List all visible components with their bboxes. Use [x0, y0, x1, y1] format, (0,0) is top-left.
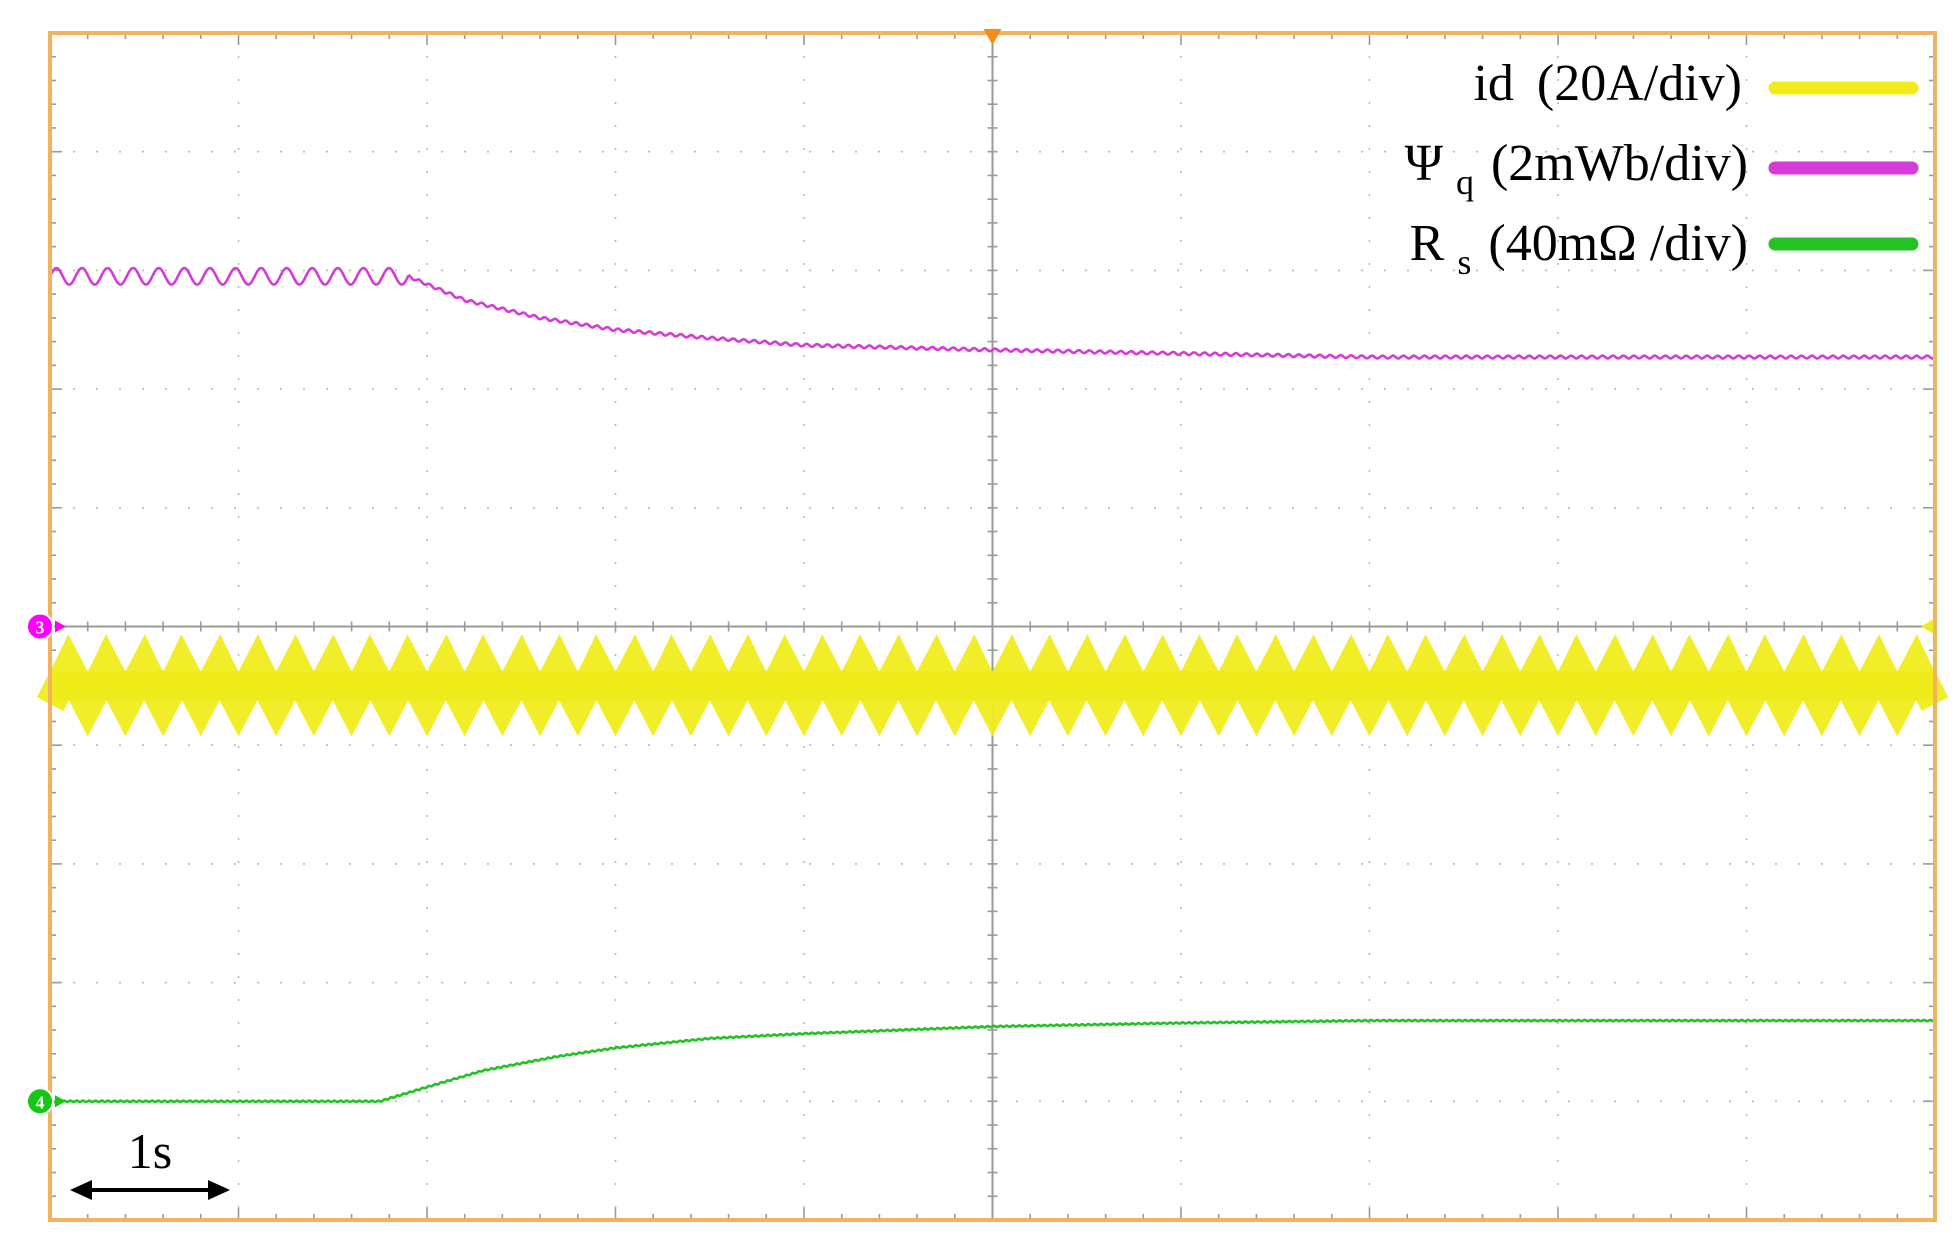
- trace-1-Ψq: [48, 266, 1936, 360]
- time-scale-arrowhead-left: [70, 1180, 92, 1200]
- channel-markers: 34: [26, 612, 66, 1116]
- legend-psi-name: Ψ: [1405, 135, 1444, 192]
- channel-marker-3: 3: [26, 612, 66, 641]
- time-scale-arrowhead-right: [208, 1180, 230, 1200]
- time-scale-indicator: 1s: [70, 1123, 230, 1200]
- time-scale-label: 1s: [128, 1123, 172, 1179]
- svg-text:Ψ q (2mWb/: Ψ q (2mWb/div): [1405, 135, 1748, 206]
- legend-item-psi-q: Ψ q (2mWb/div): [1405, 135, 1748, 206]
- channel-marker-arrow: [55, 620, 66, 633]
- traces: [36, 266, 1949, 1104]
- channel-marker-label: 3: [36, 618, 45, 638]
- legend-id-name: id: [1473, 55, 1513, 112]
- channel-marker-circle: [26, 1087, 54, 1116]
- legend-rs-name: R: [1410, 215, 1445, 272]
- svg-text:id (20A/div): id (20A/div): [1473, 55, 1742, 112]
- channel-marker-4: 4: [26, 1087, 66, 1116]
- channel-marker-arrow: [55, 1095, 66, 1108]
- legend-item-rs: R s (40mΩ /div): [1410, 215, 1748, 286]
- channel-marker-circle: [26, 612, 54, 641]
- legend-psi-scale: (2mWb/div): [1491, 135, 1748, 192]
- svg-text:R s (40mΩ: R s (40mΩ /div): [1410, 215, 1748, 286]
- legend-id-scale: (20A/div): [1537, 55, 1742, 112]
- legend-rs-sub: s: [1457, 242, 1471, 282]
- trigger-level-marker: [1921, 619, 1933, 634]
- legend-item-id: id (20A/div): [1473, 55, 1742, 112]
- trace-2-Rs: [49, 1018, 1936, 1104]
- trigger-position-marker: [983, 29, 1002, 45]
- channel-marker-label: 4: [36, 1092, 45, 1112]
- legend-rs-scale: (40mΩ /div): [1488, 215, 1748, 272]
- legend-psi-sub: q: [1456, 162, 1474, 202]
- legend: id (20A/div) Ψ q (2mWb/div) R s (40mΩ /d…: [1405, 55, 1919, 286]
